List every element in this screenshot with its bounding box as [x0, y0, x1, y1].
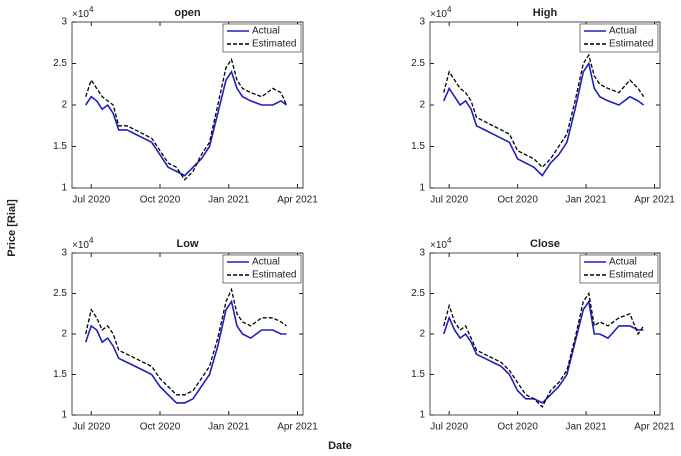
x-tick-label: Jul 2020: [72, 195, 110, 206]
y-tick-label: 3: [419, 248, 425, 259]
chart-title: Low: [177, 238, 199, 250]
y-tick-label: 2.5: [411, 288, 425, 299]
legend-label: Actual: [609, 257, 637, 268]
y-tick-label: 1.5: [411, 141, 425, 152]
y-multiplier: ×104: [430, 5, 452, 20]
axes-box: [71, 252, 304, 416]
x-tick-label: Jan 2021: [208, 422, 250, 433]
series-line: [443, 291, 645, 408]
series-line: [442, 299, 644, 404]
x-tick-label: Oct 2020: [140, 195, 181, 206]
y-tick-label: 2.5: [411, 58, 425, 69]
y-multiplier: ×104: [72, 236, 94, 251]
y-multiplier: ×104: [430, 236, 452, 251]
y-tick-label: 1.5: [53, 369, 67, 380]
x-tick-label: Apr 2021: [634, 195, 675, 206]
series-line: [85, 69, 287, 177]
y-tick-label: 2: [61, 100, 67, 111]
y-tick-label: 2: [61, 329, 67, 340]
y-tick-label: 1.5: [53, 141, 67, 152]
x-tick-label: Jul 2020: [430, 195, 468, 206]
y-tick-label: 1.5: [411, 369, 425, 380]
y-tick-label: 2.5: [53, 58, 67, 69]
legend-box: [222, 254, 302, 284]
series-line: [442, 61, 645, 177]
chart-title: Close: [530, 238, 560, 250]
y-tick-label: 3: [419, 17, 425, 28]
y-multiplier-exp: 4: [447, 5, 452, 14]
legend-label: Actual: [252, 26, 280, 37]
x-axis-label: Date: [328, 440, 352, 452]
x-tick-label: Jul 2020: [430, 422, 468, 433]
y-tick-label: 2: [419, 100, 425, 111]
y-multiplier-base: ×10: [72, 240, 89, 251]
y-tick-label: 1: [419, 410, 425, 421]
y-multiplier-exp: 4: [89, 236, 94, 245]
y-tick-label: 1: [419, 183, 425, 194]
legend-box: [579, 254, 659, 284]
x-tick-label: Jul 2020: [72, 422, 110, 433]
y-tick-label: 2.5: [53, 288, 67, 299]
x-tick-label: Oct 2020: [497, 422, 538, 433]
x-tick-label: Jan 2021: [208, 195, 250, 206]
axes-box: [429, 21, 661, 189]
legend-label: Estimated: [252, 39, 296, 50]
y-tick-label: 1: [61, 183, 67, 194]
y-multiplier-exp: 4: [89, 5, 94, 14]
y-multiplier-exp: 4: [447, 236, 452, 245]
y-multiplier-base: ×10: [430, 240, 447, 251]
legend-label: Actual: [252, 257, 280, 268]
axes-box: [429, 252, 661, 416]
x-tick-label: Apr 2021: [634, 422, 675, 433]
y-multiplier-base: ×10: [430, 9, 447, 20]
series-line: [84, 299, 287, 404]
y-tick-label: 2: [419, 329, 425, 340]
y-axis-label: Price [Rial]: [6, 199, 18, 257]
x-tick-label: Oct 2020: [140, 422, 181, 433]
legend-label: Estimated: [609, 270, 653, 281]
legend-box: [579, 23, 659, 53]
y-multiplier-base: ×10: [72, 9, 89, 20]
legend-label: Estimated: [609, 39, 653, 50]
y-multiplier: ×104: [72, 5, 94, 20]
y-tick-label: 1: [61, 410, 67, 421]
series-line: [85, 57, 288, 181]
legend-label: Estimated: [252, 270, 296, 281]
x-tick-label: Apr 2021: [277, 195, 318, 206]
y-tick-label: 3: [61, 17, 67, 28]
x-tick-label: Jan 2021: [565, 422, 607, 433]
x-tick-label: Apr 2021: [277, 422, 318, 433]
chart-title: High: [533, 7, 558, 19]
y-tick-label: 3: [61, 248, 67, 259]
chart-title: open: [174, 7, 201, 19]
legend-label: Actual: [609, 26, 637, 37]
axes-box: [71, 21, 304, 189]
series-line: [443, 53, 645, 169]
legend-box: [222, 23, 302, 53]
x-tick-label: Oct 2020: [497, 195, 538, 206]
x-tick-label: Jan 2021: [565, 195, 607, 206]
